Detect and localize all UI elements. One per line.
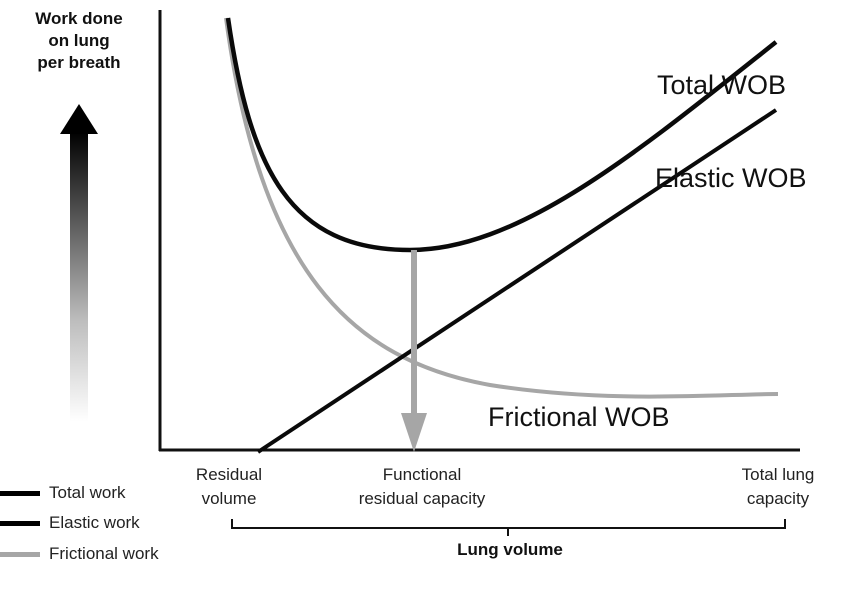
- x-tick-functional-residual-capacity: Functional residual capacity: [358, 465, 486, 508]
- increasing-work-arrow-icon: [60, 104, 98, 422]
- x-axis-title: Lung volume: [457, 540, 563, 559]
- total-wob-curve: [225, 17, 778, 253]
- legend-label-frictional: Frictional work: [49, 544, 159, 563]
- y-axis-label: Work done on lung per breath: [35, 9, 123, 72]
- elastic-wob-curve: [256, 108, 778, 454]
- frictional-wob-label: Frictional WOB: [488, 402, 670, 432]
- frictional-wob-curve: [224, 17, 779, 399]
- legend-swatch-total: [0, 490, 40, 496]
- legend-item-elastic: Elastic work: [0, 511, 140, 535]
- total-wob-label: Total WOB: [657, 70, 787, 100]
- legend-label-elastic: Elastic work: [49, 513, 140, 532]
- elastic-wob-label: Elastic WOB: [655, 163, 807, 193]
- legend-item-total: Total work: [0, 481, 126, 505]
- legend-swatch-elastic: [0, 520, 40, 526]
- legend-item-frictional: Frictional work: [0, 542, 159, 566]
- legend-swatch-frictional: [0, 551, 40, 557]
- frc-down-arrow-icon: [401, 250, 427, 452]
- x-tick-total-lung-capacity: Total lung capacity: [741, 465, 815, 508]
- legend-label-total: Total work: [49, 483, 126, 502]
- x-tick-residual-volume: Residual volume: [195, 465, 263, 508]
- lung-volume-bracket: [231, 519, 786, 536]
